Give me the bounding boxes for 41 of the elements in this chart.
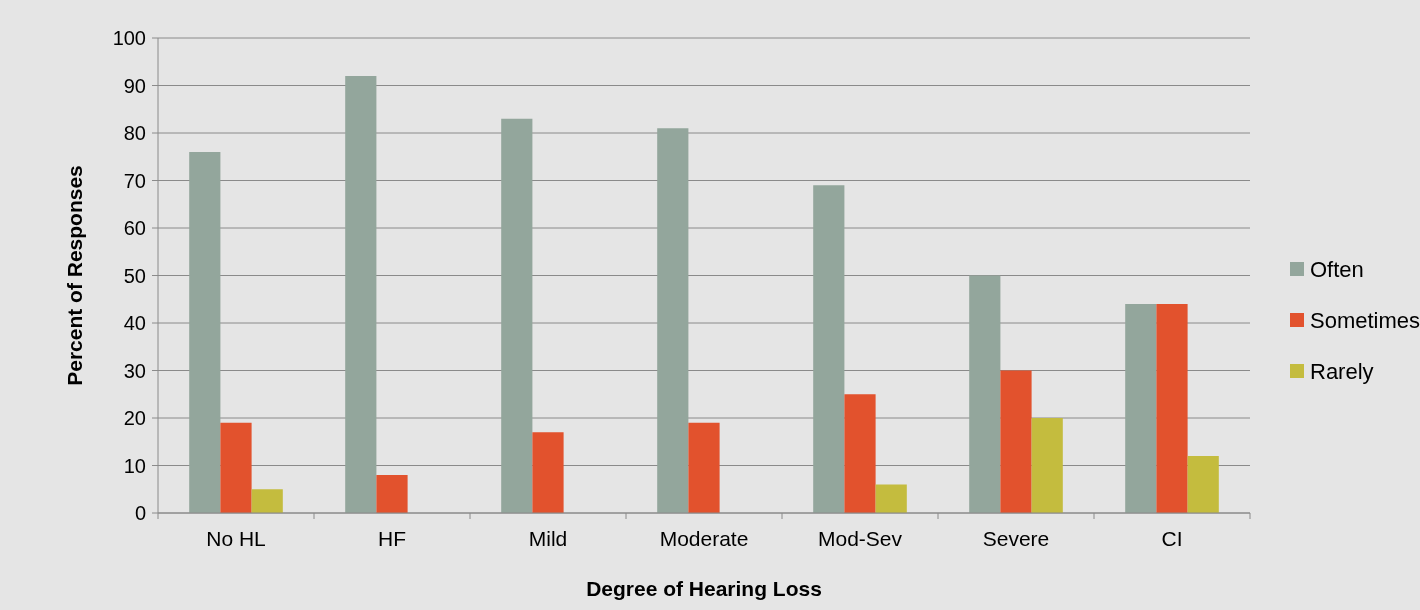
bar <box>532 432 564 513</box>
bar <box>376 475 408 513</box>
y-tick-label: 40 <box>123 312 146 334</box>
x-axis-title: Degree of Hearing Loss <box>586 577 822 600</box>
y-tick-label: 20 <box>123 407 146 429</box>
bar <box>688 422 720 513</box>
bar <box>1031 418 1063 513</box>
x-tick-label: Severe <box>982 527 1050 550</box>
bar <box>1187 456 1219 513</box>
bar <box>844 394 876 513</box>
bar <box>875 484 907 513</box>
x-tick-label: No HL <box>206 527 266 550</box>
x-tick-label: Mild <box>528 527 568 550</box>
y-tick-label: 100 <box>112 27 146 49</box>
x-tick-label: HF <box>378 527 406 550</box>
bar <box>220 422 252 513</box>
bar <box>251 489 283 513</box>
y-tick-label: 10 <box>123 454 146 477</box>
bar <box>501 118 533 513</box>
y-tick-label: 60 <box>123 217 146 239</box>
x-tick-label: Moderate <box>659 527 749 550</box>
bar <box>657 128 689 513</box>
x-tick-label: CI <box>1161 527 1183 550</box>
bar <box>1000 370 1032 513</box>
bar <box>1156 304 1188 513</box>
bar <box>969 275 1001 513</box>
legend-label: Sometimes <box>1310 307 1420 333</box>
y-tick-label: 30 <box>123 359 146 382</box>
bar <box>189 152 221 513</box>
y-tick-label: 50 <box>123 264 146 287</box>
bar <box>1125 304 1157 513</box>
bar <box>345 76 377 513</box>
y-axis-title: Percent of Responses <box>63 165 86 386</box>
x-tick-label: Mod-Sev <box>817 527 903 550</box>
legend-label: Often <box>1310 256 1364 282</box>
legend-label: Rarely <box>1310 358 1374 384</box>
y-tick-label: 70 <box>123 169 146 192</box>
y-tick-label: 80 <box>123 122 146 144</box>
bar <box>813 185 845 513</box>
y-tick-label: 90 <box>123 74 146 97</box>
y-tick-label: 0 <box>134 502 146 524</box>
